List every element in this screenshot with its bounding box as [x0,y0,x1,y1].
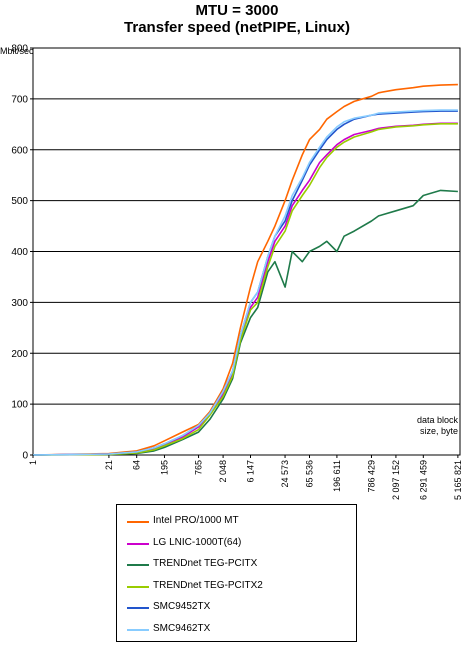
x-tick-label: 195 [159,460,169,475]
legend-label: TRENDnet TEG-PCITX2 [153,579,263,591]
y-tick-label: 400 [11,247,28,258]
x-tick-label: 196 611 [332,460,342,492]
x-axis-label-line1: data block [417,415,459,425]
series-line-2 [32,122,458,456]
legend-label: SMC9462TX [153,622,211,634]
x-tick-label: 6 147 [246,460,256,483]
legend: Intel PRO/1000 MT LG LNIC-1000T(64) TRENDn… [116,504,357,642]
legend-swatch [127,521,149,523]
x-tick-label: 21 [104,460,114,470]
x-tick-label: 64 [132,460,142,470]
legend-swatch [127,564,149,566]
series-line-3 [32,189,458,456]
x-tick-label: 2 097 152 [391,460,401,500]
x-tick-label: 2 048 [218,460,228,483]
line-chart: 0 100 200 300 400 500 600 700 800 1 21 64 195 765 2 0… [0,44,463,501]
legend-swatch [127,585,149,588]
x-tick-label: 25 165 821 [453,460,463,500]
y-axis-label: Mbit/sec [0,46,34,56]
y-tick-label: 700 [11,94,28,105]
y-tick-label: 500 [11,196,28,207]
legend-label: TRENDnet TEG-PCITX [153,558,258,569]
x-tick-label: 65 536 [305,460,315,488]
y-axis: 0 100 200 300 400 500 600 700 800 [11,44,33,462]
y-tick-label: 300 [11,298,28,309]
y-tick-label: 200 [11,349,28,360]
series-line-1 [32,83,458,456]
x-axis: 1 21 64 195 765 2 048 6 147 24 573 65 536 196 611… [28,455,463,500]
x-tick-label: 6 291 459 [418,460,428,500]
legend-label: LG LNIC-1000T(64) [153,536,242,548]
legend-swatch [127,542,149,545]
y-tick-label: 600 [11,145,28,156]
legend-label: Intel PRO/1000 MT [153,515,239,526]
x-tick-label: 765 [194,460,204,475]
series-line-4 [32,123,458,456]
chart-title: MTU = 3000 [195,2,279,19]
x-tick-label: 786 429 [366,460,376,493]
x-tick-label: 24 573 [280,460,290,488]
series-line-6 [32,109,458,456]
legend-label: SMC9452TX [153,601,211,612]
legend-swatch [127,607,149,609]
series-layer [32,83,458,456]
x-tick-label: 1 [28,460,38,465]
y-tick-label: 0 [22,451,28,462]
legend-swatch [127,628,149,631]
y-tick-label: 100 [11,400,28,411]
y-tick-label: 800 [11,44,28,55]
x-axis-label-line2: size, byte [420,426,458,436]
chart-subtitle: Transfer speed (netPIPE, Linux) [124,19,350,36]
